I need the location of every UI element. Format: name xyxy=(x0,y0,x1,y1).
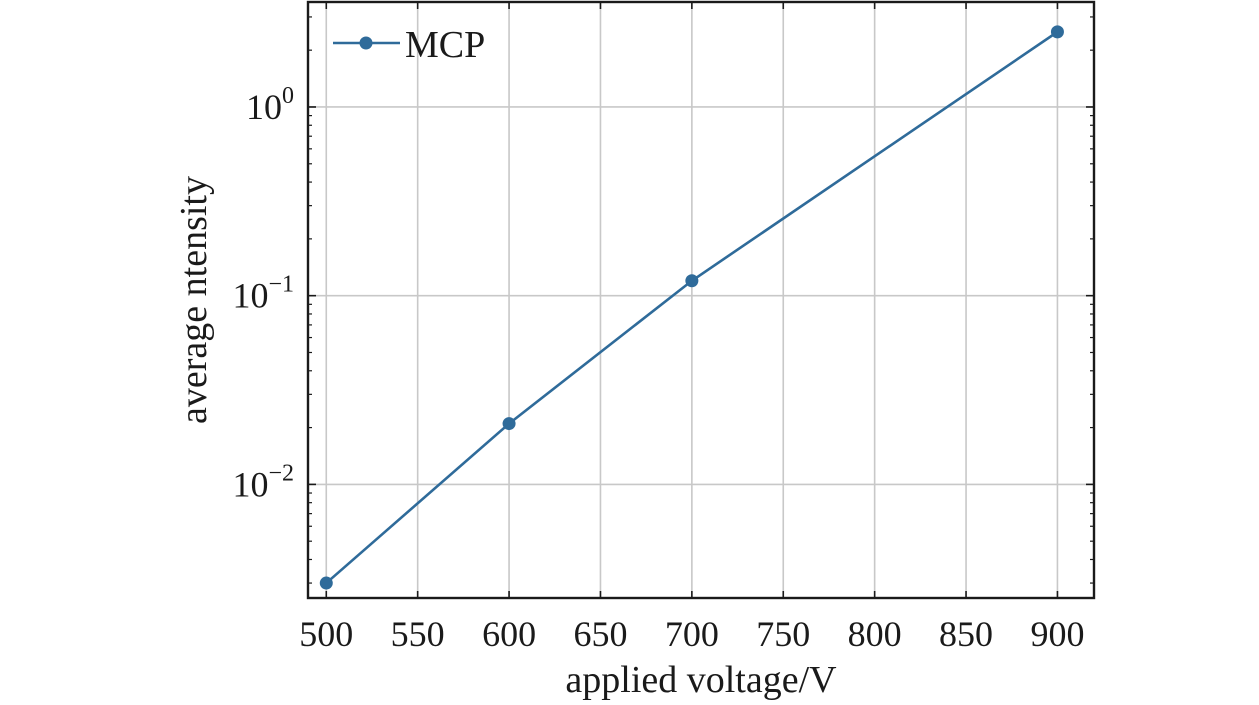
y-tick-label: 10−2 xyxy=(232,460,294,504)
plot-frame xyxy=(306,0,1096,600)
series-line-mcp xyxy=(325,30,1059,585)
x-tick-labels: 500 550 600 650 700 750 800 850 900 xyxy=(299,614,1084,654)
x-tick-label: 600 xyxy=(482,614,536,654)
y-tick-labels: 10−2 10−1 100 xyxy=(232,83,294,504)
y-tick-label: 100 xyxy=(246,83,294,127)
x-tick-label: 500 xyxy=(299,614,353,654)
x-tick-label: 750 xyxy=(756,614,810,654)
x-tick-label: 700 xyxy=(665,614,719,654)
ticks xyxy=(308,2,1094,598)
legend-marker-mcp xyxy=(359,36,373,50)
x-tick-label: 650 xyxy=(573,614,627,654)
data-point xyxy=(502,417,516,431)
y-tick-label: 10−1 xyxy=(232,272,294,316)
x-tick-label: 800 xyxy=(848,614,902,654)
x-tick-label: 550 xyxy=(391,614,445,654)
data-point xyxy=(1050,25,1064,39)
data-point xyxy=(685,274,699,288)
x-tick-label: 850 xyxy=(939,614,993,654)
data-point xyxy=(319,576,333,590)
legend: MCP xyxy=(333,24,485,66)
x-axis-label: applied voltage/V xyxy=(565,659,837,701)
series-layer xyxy=(319,25,1064,590)
legend-label-mcp: MCP xyxy=(405,24,485,66)
x-tick-label: 900 xyxy=(1030,614,1084,654)
grid xyxy=(308,2,1094,598)
y-axis-label: average ntensity xyxy=(173,176,215,424)
